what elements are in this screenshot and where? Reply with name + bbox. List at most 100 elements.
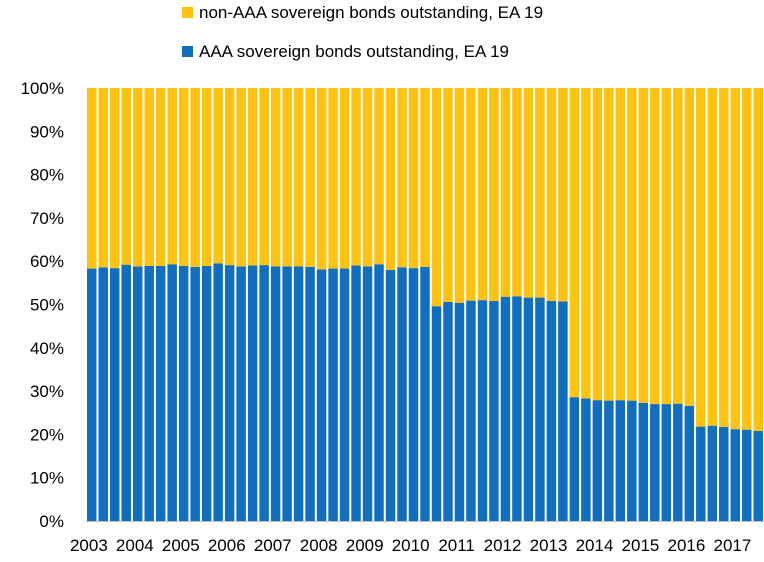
bar-segment-non-aaa — [454, 88, 465, 303]
y-tick-label: 10% — [30, 469, 64, 488]
x-tick-label: 2007 — [254, 536, 292, 555]
x-tick-label: 2010 — [392, 536, 430, 555]
bar-segment-aaa — [201, 265, 212, 521]
legend-swatch-non-aaa — [182, 7, 193, 18]
bar-segment-aaa — [615, 400, 626, 521]
bar-segment-aaa — [742, 429, 752, 521]
bar-segment-aaa — [512, 296, 522, 521]
bar-segment-non-aaa — [753, 88, 763, 431]
bar-segment-non-aaa — [213, 88, 223, 264]
bar-segment-aaa — [351, 265, 361, 521]
bar-segment-aaa — [87, 268, 97, 521]
bar-segment-aaa — [132, 266, 143, 521]
bar-segment-non-aaa — [109, 88, 120, 269]
bar-segment-non-aaa — [385, 88, 396, 270]
bar-segment-non-aaa — [558, 88, 568, 302]
bar-segment-aaa — [316, 269, 327, 521]
x-tick-label: 2009 — [346, 536, 384, 555]
bar-segment-non-aaa — [684, 88, 695, 406]
bar-segment-aaa — [489, 301, 499, 521]
bar-segment-non-aaa — [742, 88, 752, 430]
bar-segment-aaa — [155, 265, 166, 521]
bar-segment-aaa — [282, 266, 292, 521]
bar-segment-non-aaa — [328, 88, 338, 269]
bar-segment-aaa — [109, 268, 120, 521]
x-tick-label: 2011 — [438, 536, 475, 555]
bar-segment-aaa — [328, 268, 338, 521]
bar-segment-aaa — [374, 264, 384, 521]
bar-segment-aaa — [98, 267, 108, 521]
bar-segment-aaa — [707, 425, 718, 521]
bar-segment-non-aaa — [466, 88, 476, 301]
bar-segment-aaa — [673, 403, 683, 521]
bar-segment-non-aaa — [374, 88, 384, 265]
bar-segment-aaa — [592, 400, 603, 521]
bar-segment-non-aaa — [178, 88, 189, 266]
bar-segment-aaa — [224, 265, 235, 521]
bar-segment-aaa — [753, 430, 763, 521]
bar-segment-non-aaa — [650, 88, 660, 405]
y-tick-label: 30% — [30, 382, 64, 401]
bar-segment-non-aaa — [489, 88, 499, 302]
y-tick-label: 50% — [30, 296, 64, 315]
legend-swatch-aaa — [182, 46, 193, 57]
bar-segment-non-aaa — [98, 88, 108, 268]
bar-segment-non-aaa — [535, 88, 545, 298]
bar-segment-aaa — [385, 269, 396, 521]
bar-segment-aaa — [431, 306, 442, 521]
bar-segment-non-aaa — [155, 88, 166, 266]
bar-segment-non-aaa — [351, 88, 361, 266]
bar-segment-aaa — [454, 302, 465, 521]
bar-segment-non-aaa — [236, 88, 246, 267]
bar-segment-non-aaa — [87, 88, 97, 269]
bar-segment-aaa — [270, 266, 281, 521]
x-tick-label: 2014 — [576, 536, 614, 555]
bar-segment-aaa — [569, 397, 580, 521]
bar-segment-non-aaa — [201, 88, 212, 266]
bar-segment-aaa — [247, 265, 258, 521]
bar-segment-aaa — [523, 297, 534, 521]
bar-segment-non-aaa — [673, 88, 683, 404]
x-tick-label: 2012 — [484, 536, 522, 555]
bar-segment-aaa — [339, 268, 350, 521]
bar-segment-aaa — [558, 301, 568, 521]
bar-segment-aaa — [604, 400, 614, 521]
bar-segment-aaa — [650, 404, 660, 521]
bar-segment-aaa — [144, 265, 154, 521]
legend-item-aaa: AAA sovereign bonds outstanding, EA 19 — [182, 42, 509, 61]
bar-segment-non-aaa — [270, 88, 281, 267]
bar-segment-non-aaa — [696, 88, 706, 427]
bar-segment-non-aaa — [638, 88, 649, 403]
bar-segment-aaa — [466, 300, 476, 521]
bar-segment-aaa — [661, 404, 672, 521]
bar-segment-non-aaa — [604, 88, 614, 401]
bar-segment-aaa — [178, 265, 189, 521]
bar-segment-aaa — [362, 266, 373, 521]
y-tick-label: 90% — [30, 122, 64, 141]
bar-segment-aaa — [236, 266, 246, 521]
bar-segment-aaa — [190, 266, 200, 521]
bar-segment-non-aaa — [627, 88, 637, 401]
bar-segment-non-aaa — [523, 88, 534, 298]
bar-segment-non-aaa — [224, 88, 235, 266]
bar-segment-aaa — [121, 264, 131, 521]
bar-segment-aaa — [627, 400, 637, 521]
bar-segment-non-aaa — [707, 88, 718, 426]
bar-segment-non-aaa — [569, 88, 580, 398]
bar-segment-non-aaa — [431, 88, 442, 307]
y-tick-label: 80% — [30, 166, 64, 185]
bar-segment-non-aaa — [443, 88, 453, 302]
bar-segment-aaa — [420, 266, 430, 521]
bar-segment-non-aaa — [512, 88, 522, 297]
bar-segment-non-aaa — [397, 88, 407, 268]
y-tick-label: 70% — [30, 209, 64, 228]
bar-segment-non-aaa — [190, 88, 200, 267]
y-tick-label: 40% — [30, 339, 64, 358]
bar-segment-non-aaa — [121, 88, 131, 265]
x-tick-label: 2013 — [530, 536, 568, 555]
bar-segment-aaa — [167, 264, 177, 521]
bar-segment-aaa — [408, 268, 419, 521]
bar-segment-non-aaa — [259, 88, 269, 266]
legend-item-non-aaa: non-AAA sovereign bonds outstanding, EA … — [182, 3, 543, 22]
bar-segment-non-aaa — [339, 88, 350, 269]
